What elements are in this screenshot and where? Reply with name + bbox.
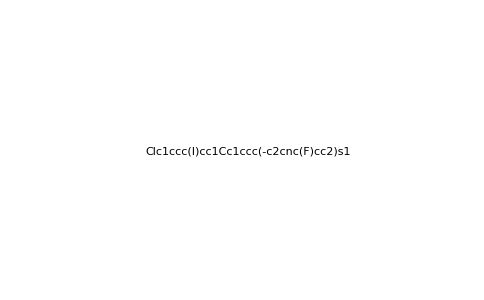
Text: Clc1ccc(I)cc1Cc1ccc(-c2cnc(F)cc2)s1: Clc1ccc(I)cc1Cc1ccc(-c2cnc(F)cc2)s1: [145, 146, 351, 157]
